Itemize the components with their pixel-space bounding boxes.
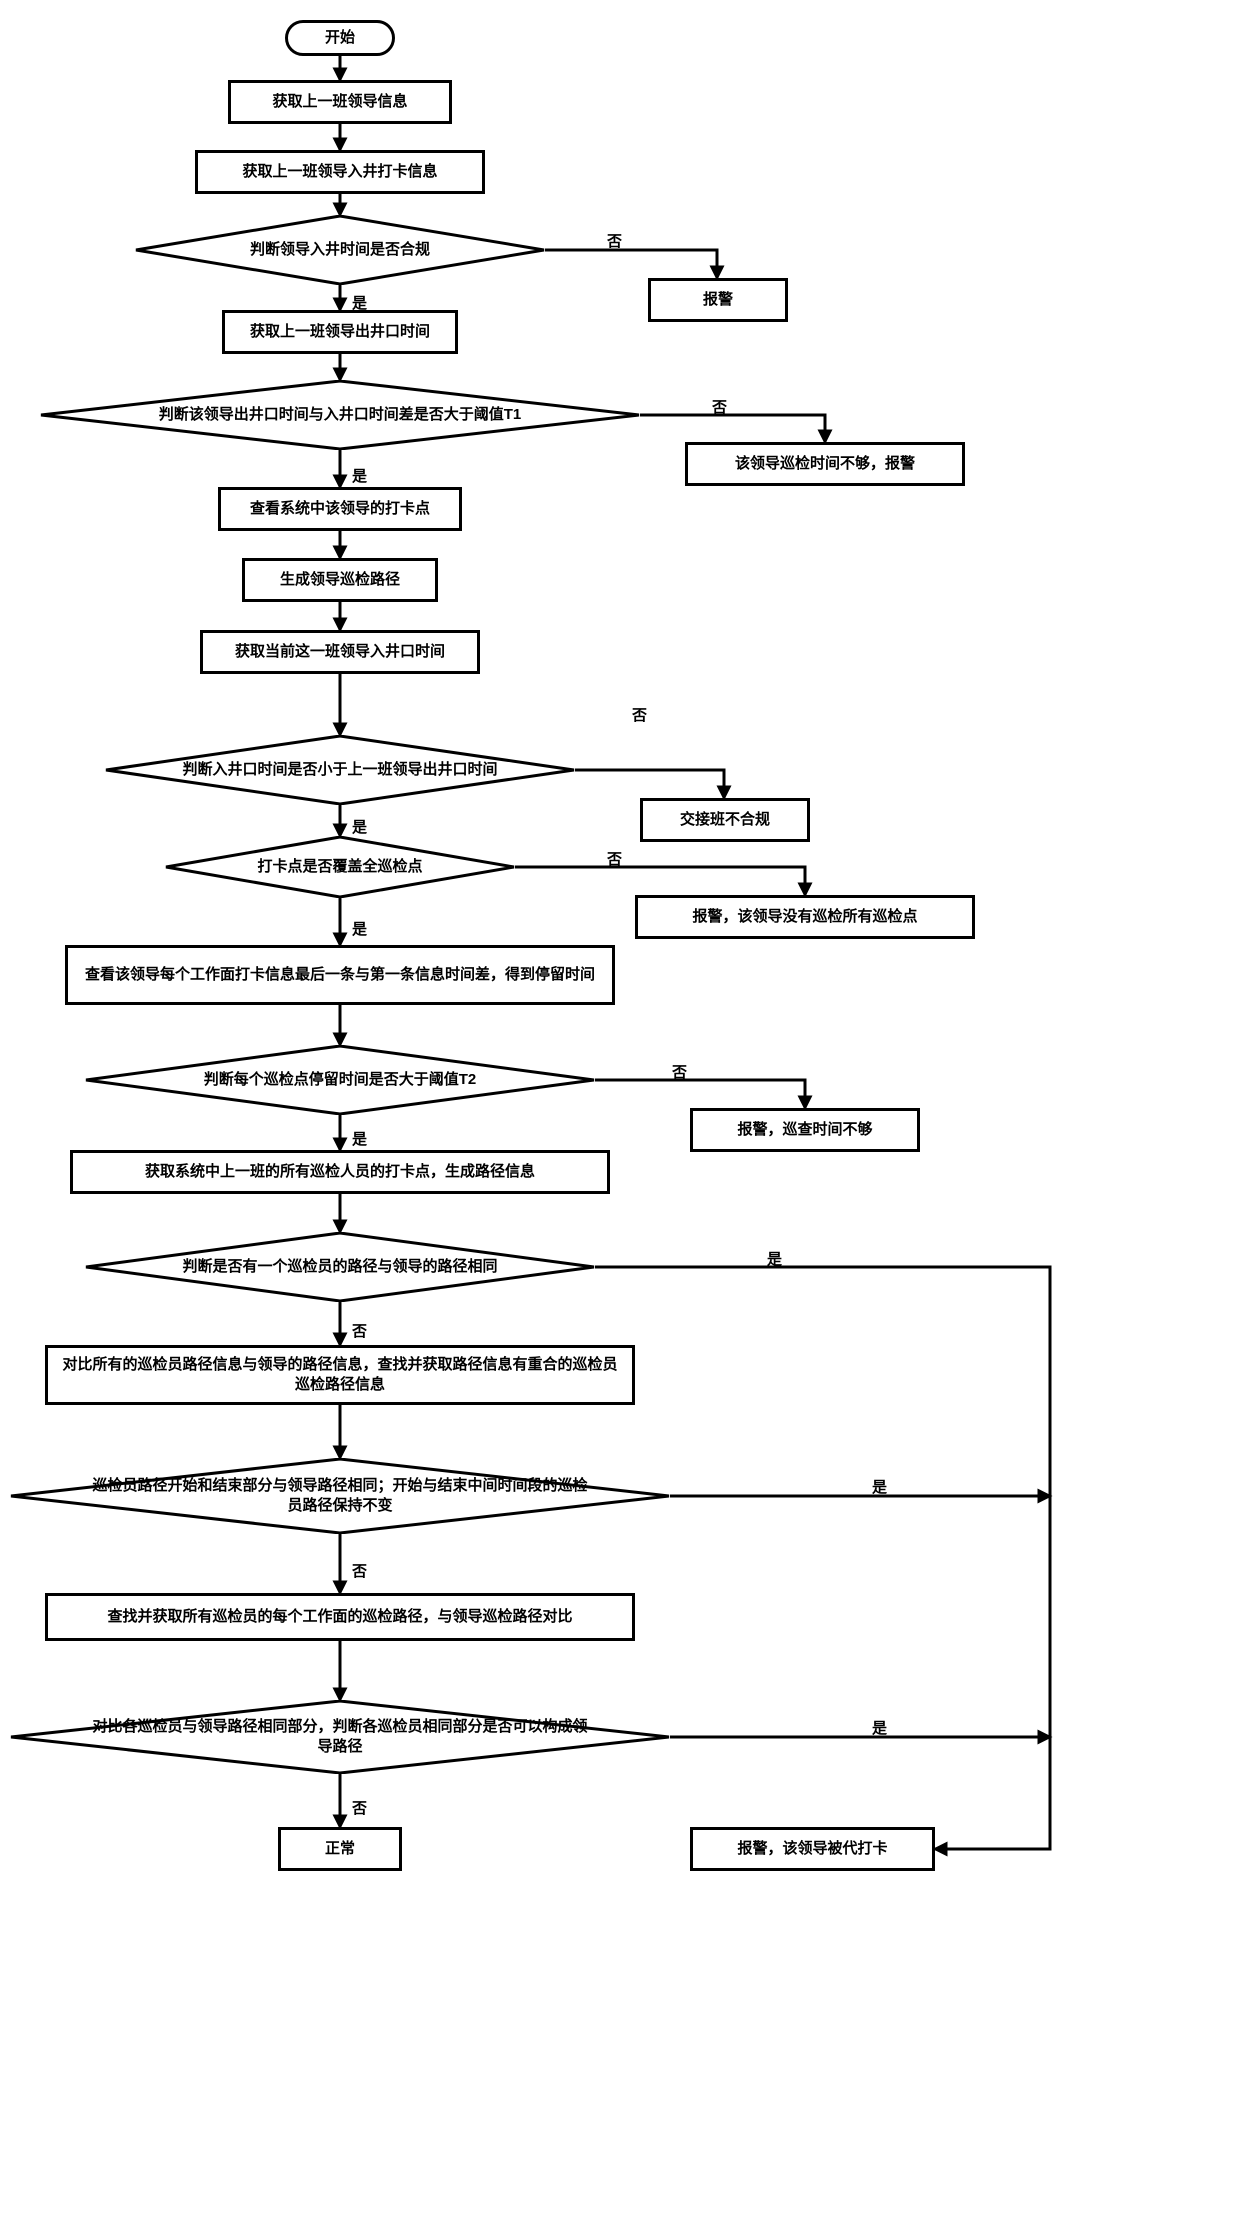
- node-d8: 对比各巡检员与领导路径相同部分，判断各巡检员相同部分是否可以构成领导路径: [10, 1700, 670, 1774]
- edge-label: 是: [350, 816, 369, 837]
- node-label: 获取上一班领导信息: [272, 92, 407, 112]
- edge-label: 否: [605, 848, 624, 869]
- node-a4: 报警，该领导没有巡检所有巡检点: [635, 895, 975, 939]
- node-p10: 查找并获取所有巡检员的每个工作面的巡检路径，与领导巡检路径对比: [45, 1593, 635, 1641]
- node-p8: 获取系统中上一班的所有巡检人员的打卡点，生成路径信息: [70, 1150, 610, 1194]
- node-a3: 交接班不合规: [640, 798, 810, 842]
- node-p7: 查看该领导每个工作面打卡信息最后一条与第一条信息时间差，得到停留时间: [65, 945, 615, 1005]
- node-label: 开始: [325, 28, 355, 48]
- edge-label: 否: [350, 1320, 369, 1341]
- node-label: 查看该领导每个工作面打卡信息最后一条与第一条信息时间差，得到停留时间: [85, 965, 595, 985]
- node-p3: 获取上一班领导出井口时间: [222, 310, 458, 354]
- node-label: 正常: [325, 1839, 355, 1859]
- edge-label: 是: [350, 292, 369, 313]
- node-p5: 生成领导巡检路径: [242, 558, 438, 602]
- edge-label: 否: [710, 396, 729, 417]
- node-label: 该领导巡检时间不够，报警: [735, 454, 915, 474]
- node-a2: 该领导巡检时间不够，报警: [685, 442, 965, 486]
- node-a6: 报警，该领导被代打卡: [690, 1827, 935, 1871]
- edge-label: 否: [630, 704, 649, 725]
- node-label: 判断领导入井时间是否合规: [210, 240, 470, 260]
- edge-label: 否: [605, 230, 624, 251]
- node-d4: 打卡点是否覆盖全巡检点: [165, 836, 515, 898]
- edge-d3-a3: [575, 770, 724, 798]
- node-label: 报警，巡查时间不够: [737, 1120, 872, 1140]
- node-label: 获取上一班领导入井打卡信息: [242, 162, 437, 182]
- edge-label: 是: [870, 1476, 889, 1497]
- node-p2: 获取上一班领导入井打卡信息: [195, 150, 485, 194]
- node-p1: 获取上一班领导信息: [228, 80, 452, 124]
- node-d6: 判断是否有一个巡检员的路径与领导的路径相同: [85, 1232, 595, 1302]
- node-d5: 判断每个巡检点停留时间是否大于阈值T2: [85, 1045, 595, 1115]
- node-a1: 报警: [648, 278, 788, 322]
- node-label: 报警，该领导没有巡检所有巡检点: [692, 907, 917, 927]
- edge-label: 是: [350, 465, 369, 486]
- edge-d2-a2: [640, 415, 825, 442]
- edge-d1-a1: [545, 250, 717, 278]
- node-label: 获取当前这一班领导入井口时间: [235, 642, 445, 662]
- node-label: 报警: [703, 290, 733, 310]
- node-label: 获取系统中上一班的所有巡检人员的打卡点，生成路径信息: [145, 1162, 535, 1182]
- edge-label: 否: [670, 1061, 689, 1082]
- edge-label: 否: [350, 1560, 369, 1581]
- flowchart-canvas: 开始获取上一班领导信息获取上一班领导入井打卡信息判断领导入井时间是否合规报警获取…: [10, 10, 1230, 2210]
- node-d1: 判断领导入井时间是否合规: [135, 215, 545, 285]
- node-label: 判断每个巡检点停留时间是否大于阈值T2: [164, 1070, 517, 1090]
- node-d2: 判断该领导出井口时间与入井口时间差是否大于阈值T1: [40, 380, 640, 450]
- node-label: 巡检员路径开始和结束部分与领导路径相同；开始与结束中间时间段的巡检员路径保持不变: [50, 1476, 630, 1517]
- node-a5: 报警，巡查时间不够: [690, 1108, 920, 1152]
- edge-d5-a5: [595, 1080, 805, 1108]
- node-end: 正常: [278, 1827, 402, 1871]
- node-label: 查找并获取所有巡检员的每个工作面的巡检路径，与领导巡检路径对比: [107, 1607, 572, 1627]
- node-label: 对比所有的巡检员路径信息与领导的路径信息，查找并获取路径信息有重合的巡检员巡检路…: [56, 1355, 624, 1396]
- node-label: 判断是否有一个巡检员的路径与领导的路径相同: [142, 1257, 537, 1277]
- node-label: 获取上一班领导出井口时间: [250, 322, 430, 342]
- node-label: 交接班不合规: [680, 810, 770, 830]
- node-p9: 对比所有的巡检员路径信息与领导的路径信息，查找并获取路径信息有重合的巡检员巡检路…: [45, 1345, 635, 1405]
- edge-label: 是: [350, 1128, 369, 1149]
- edge-label: 是: [765, 1248, 784, 1269]
- node-label: 对比各巡检员与领导路径相同部分，判断各巡检员相同部分是否可以构成领导路径: [50, 1717, 630, 1758]
- node-start: 开始: [285, 20, 395, 56]
- node-label: 判断入井口时间是否小于上一班领导出井口时间: [142, 760, 537, 780]
- node-label: 查看系统中该领导的打卡点: [250, 499, 430, 519]
- node-p4: 查看系统中该领导的打卡点: [218, 487, 462, 531]
- edge-label: 是: [350, 918, 369, 939]
- edge-d4-a4: [515, 867, 805, 895]
- node-label: 判断该领导出井口时间与入井口时间差是否大于阈值T1: [119, 405, 562, 425]
- node-label: 报警，该领导被代打卡: [737, 1839, 887, 1859]
- node-label: 生成领导巡检路径: [280, 570, 400, 590]
- node-label: 打卡点是否覆盖全巡检点: [217, 857, 462, 877]
- edge-label: 是: [870, 1717, 889, 1738]
- edge-label: 否: [350, 1797, 369, 1818]
- node-d3: 判断入井口时间是否小于上一班领导出井口时间: [105, 735, 575, 805]
- node-d7: 巡检员路径开始和结束部分与领导路径相同；开始与结束中间时间段的巡检员路径保持不变: [10, 1458, 670, 1534]
- node-p6: 获取当前这一班领导入井口时间: [200, 630, 480, 674]
